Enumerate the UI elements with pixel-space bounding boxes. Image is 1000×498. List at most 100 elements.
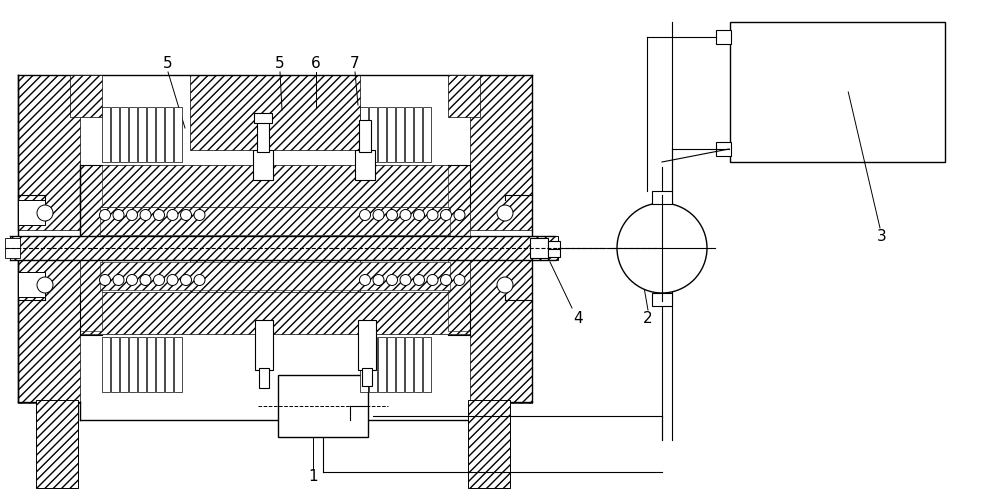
- Ellipse shape: [140, 210, 151, 221]
- Bar: [102, 107, 110, 162]
- Text: 5: 5: [163, 55, 173, 71]
- Bar: [80, 165, 470, 207]
- Text: 5: 5: [275, 55, 285, 71]
- Bar: [405, 107, 413, 162]
- Ellipse shape: [194, 274, 205, 285]
- Bar: [423, 337, 431, 392]
- Bar: [396, 337, 404, 392]
- Bar: [129, 337, 137, 392]
- Bar: [255, 320, 273, 370]
- Ellipse shape: [440, 210, 452, 221]
- Ellipse shape: [37, 205, 53, 221]
- Bar: [253, 150, 273, 180]
- Ellipse shape: [113, 210, 124, 221]
- Bar: [254, 113, 272, 123]
- Bar: [652, 293, 672, 306]
- Bar: [174, 337, 182, 392]
- Ellipse shape: [37, 277, 53, 293]
- Bar: [369, 337, 377, 392]
- Bar: [414, 107, 422, 162]
- Bar: [102, 337, 110, 392]
- Ellipse shape: [386, 274, 398, 285]
- Ellipse shape: [180, 274, 192, 285]
- Bar: [468, 400, 510, 488]
- Bar: [80, 165, 102, 248]
- Bar: [359, 120, 371, 152]
- Ellipse shape: [373, 274, 384, 285]
- Bar: [716, 30, 731, 44]
- Bar: [548, 249, 560, 257]
- Text: 1: 1: [308, 469, 318, 484]
- Bar: [190, 75, 360, 150]
- Bar: [5, 238, 20, 248]
- Bar: [716, 142, 731, 156]
- Bar: [530, 238, 548, 258]
- Bar: [387, 107, 395, 162]
- Bar: [18, 200, 45, 225]
- Bar: [360, 337, 368, 392]
- Ellipse shape: [100, 274, 110, 285]
- Ellipse shape: [194, 210, 205, 221]
- Ellipse shape: [126, 210, 138, 221]
- Ellipse shape: [427, 274, 438, 285]
- Bar: [448, 165, 470, 248]
- Ellipse shape: [167, 210, 178, 221]
- Ellipse shape: [414, 210, 424, 221]
- Bar: [138, 107, 146, 162]
- Ellipse shape: [154, 274, 164, 285]
- Bar: [378, 337, 386, 392]
- Bar: [120, 337, 128, 392]
- Bar: [100, 207, 450, 235]
- Ellipse shape: [400, 274, 411, 285]
- Bar: [278, 375, 368, 437]
- Bar: [18, 248, 80, 403]
- Bar: [448, 75, 480, 117]
- Bar: [10, 236, 558, 260]
- Bar: [5, 248, 20, 258]
- Bar: [396, 107, 404, 162]
- Bar: [259, 368, 269, 388]
- Bar: [470, 248, 532, 403]
- Bar: [448, 248, 470, 331]
- Bar: [355, 150, 375, 180]
- Bar: [70, 75, 102, 117]
- Bar: [362, 368, 372, 386]
- Bar: [190, 248, 360, 323]
- Bar: [652, 191, 672, 204]
- Text: 3: 3: [877, 229, 887, 244]
- Bar: [174, 107, 182, 162]
- Bar: [358, 320, 376, 370]
- Bar: [156, 337, 164, 392]
- Ellipse shape: [440, 274, 452, 285]
- Bar: [165, 107, 173, 162]
- Bar: [138, 337, 146, 392]
- Bar: [378, 107, 386, 162]
- Ellipse shape: [373, 210, 384, 221]
- Bar: [156, 107, 164, 162]
- Bar: [80, 248, 102, 331]
- Bar: [36, 400, 78, 488]
- Ellipse shape: [113, 274, 124, 285]
- Bar: [111, 107, 119, 162]
- Text: 4: 4: [573, 310, 583, 326]
- Text: 7: 7: [350, 55, 360, 71]
- Bar: [111, 337, 119, 392]
- Bar: [360, 107, 368, 162]
- Ellipse shape: [427, 210, 438, 221]
- Ellipse shape: [414, 274, 424, 285]
- Bar: [100, 262, 450, 290]
- Bar: [18, 272, 45, 297]
- Ellipse shape: [154, 210, 164, 221]
- Ellipse shape: [140, 274, 151, 285]
- Bar: [257, 120, 269, 152]
- Bar: [387, 337, 395, 392]
- Ellipse shape: [454, 210, 465, 221]
- Bar: [120, 107, 128, 162]
- Bar: [80, 292, 470, 334]
- Bar: [369, 107, 377, 162]
- Ellipse shape: [497, 277, 513, 293]
- Text: 2: 2: [643, 310, 653, 326]
- Bar: [18, 75, 80, 230]
- Bar: [129, 107, 137, 162]
- Ellipse shape: [386, 210, 398, 221]
